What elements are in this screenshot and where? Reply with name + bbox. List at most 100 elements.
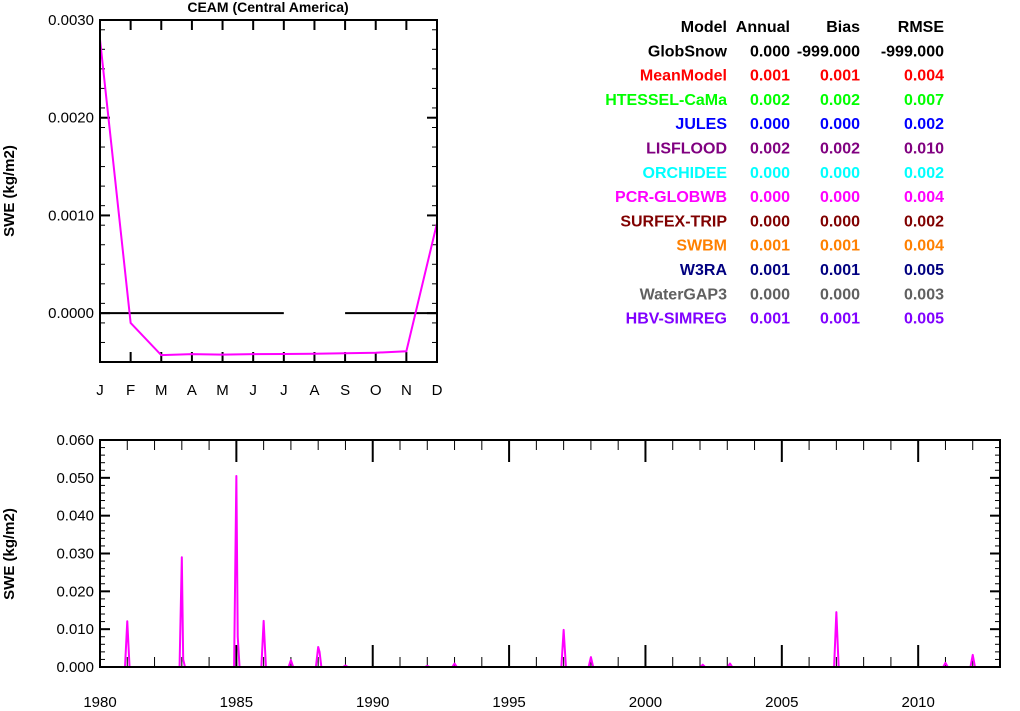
table-cell: HTESSEL-CaMa (605, 92, 727, 109)
timeseries-chart: SWE (kg/m2) 0.0000.0100.0200.0300.0400.0… (1, 432, 1001, 711)
y-axis-label: SWE (kg/m2) (1, 145, 18, 237)
table-cell: HBV-SIMREG (626, 311, 727, 328)
y-tick-label: 0.0030 (48, 12, 94, 29)
table-cell: 0.001 (820, 238, 860, 255)
table-cell: -999.000 (797, 43, 860, 60)
tick-marks (99, 19, 438, 363)
y-tick-label: 0.060 (56, 432, 94, 449)
table-cell: 0.001 (820, 262, 860, 279)
x-tick-label: O (370, 382, 382, 399)
y-tick-label: 0.000 (56, 659, 94, 676)
y-axis-label: SWE (kg/m2) (1, 508, 18, 600)
table-cell: 0.000 (750, 213, 790, 230)
x-tick-label: 1980 (83, 694, 116, 711)
table-cell: 0.000 (750, 286, 790, 303)
x-tick-label: 2010 (901, 694, 934, 711)
table-cell: 0.005 (904, 262, 944, 279)
x-tick-label: J (249, 382, 257, 399)
table-cell: W3RA (680, 262, 728, 279)
table-cell: 0.002 (750, 92, 790, 109)
x-tick-label: D (432, 382, 443, 399)
table-cell: ORCHIDEE (643, 165, 728, 182)
series-line-pcr-globwb (99, 39, 438, 357)
table-cell: 0.002 (820, 141, 860, 158)
table-header: Model (681, 19, 727, 36)
table-cell: 0.002 (904, 165, 944, 182)
x-tick-label: N (401, 382, 412, 399)
table-cell: PCR-GLOBWB (615, 189, 727, 206)
x-tick-label: F (126, 382, 135, 399)
table-cell: 0.004 (904, 238, 944, 255)
y-tick-label: 0.0000 (48, 305, 94, 322)
x-tick-labels: 1980 1985 1990 1995 2000 2005 2010 (83, 694, 935, 711)
table-cell: MeanModel (640, 68, 727, 85)
x-tick-label: M (155, 382, 168, 399)
y-tick-labels: 0.000 0.010 0.020 0.030 0.040 0.050 0.060 (56, 432, 94, 676)
x-tick-label: A (309, 382, 319, 399)
table-cell: 0.000 (820, 116, 860, 133)
table-cell: 0.001 (820, 68, 860, 85)
x-tick-label: J (280, 382, 288, 399)
x-tick-label: 1985 (220, 694, 253, 711)
table-header: Bias (826, 19, 860, 36)
table-cell: 0.002 (904, 213, 944, 230)
table-cell: 0.007 (904, 92, 944, 109)
table-cell: 0.002 (904, 116, 944, 133)
x-tick-label: 1990 (356, 694, 389, 711)
chart-title: CEAM (Central America) (187, 0, 348, 15)
x-tick-label: 2000 (629, 694, 662, 711)
x-tick-label: M (216, 382, 229, 399)
table-cell: 0.001 (820, 311, 860, 328)
x-tick-label: S (340, 382, 350, 399)
table-cell: 0.000 (750, 189, 790, 206)
table-cell: 0.005 (904, 311, 944, 328)
plot-frame (99, 439, 1001, 668)
y-tick-labels: 0.0000 0.0010 0.0020 0.0030 (48, 12, 94, 322)
table-cell: 0.001 (750, 311, 790, 328)
table-cell: SURFEX-TRIP (620, 213, 727, 230)
table-cell: 0.001 (750, 238, 790, 255)
statistics-table: Model Annual Bias RMSE GlobSnow 0.000 -999.000… (605, 19, 944, 328)
table-cell: 0.001 (750, 68, 790, 85)
x-tick-label: 2005 (765, 694, 798, 711)
monthly-climatology-chart: CEAM (Central America) SWE (kg/m2) 0.000… (1, 0, 443, 399)
table-cell: SWBM (676, 238, 727, 255)
table-cell: 0.004 (904, 189, 944, 206)
table-cell: 0.000 (820, 213, 860, 230)
table-cell: 0.002 (750, 141, 790, 158)
table-cell: WaterGAP3 (640, 286, 728, 303)
table-cell: 0.010 (904, 141, 944, 158)
table-cell: 0.000 (820, 286, 860, 303)
series-lines (100, 474, 1000, 668)
table-cell: 0.001 (750, 262, 790, 279)
table-cell: 0.004 (904, 68, 944, 85)
table-cell: 0.000 (820, 189, 860, 206)
series-line-pcr-globwb (100, 474, 1000, 668)
y-tick-label: 0.020 (56, 583, 94, 600)
y-tick-label: 0.030 (56, 546, 94, 563)
table-cell: 0.002 (820, 92, 860, 109)
table-cell: 0.000 (750, 116, 790, 133)
plot-frame (99, 19, 438, 363)
y-tick-label: 0.010 (56, 621, 94, 638)
x-tick-label: A (187, 382, 197, 399)
table-cell: 0.000 (820, 165, 860, 182)
y-tick-label: 0.0010 (48, 207, 94, 224)
y-tick-label: 0.040 (56, 508, 94, 525)
y-tick-label: 0.0020 (48, 110, 94, 127)
table-cell: -999.000 (881, 43, 944, 60)
series-lines (99, 39, 438, 357)
x-tick-label: 1995 (492, 694, 525, 711)
table-cell: 0.000 (750, 165, 790, 182)
x-tick-label: J (96, 382, 104, 399)
table-cell: JULES (675, 116, 727, 133)
y-tick-label: 0.050 (56, 470, 94, 487)
table-header: Annual (736, 19, 790, 36)
table-cell: GlobSnow (648, 43, 728, 60)
table-header: RMSE (898, 19, 945, 36)
table-cell: LISFLOOD (646, 141, 727, 158)
table-cell: 0.003 (904, 286, 944, 303)
table-cell: 0.000 (750, 43, 790, 60)
